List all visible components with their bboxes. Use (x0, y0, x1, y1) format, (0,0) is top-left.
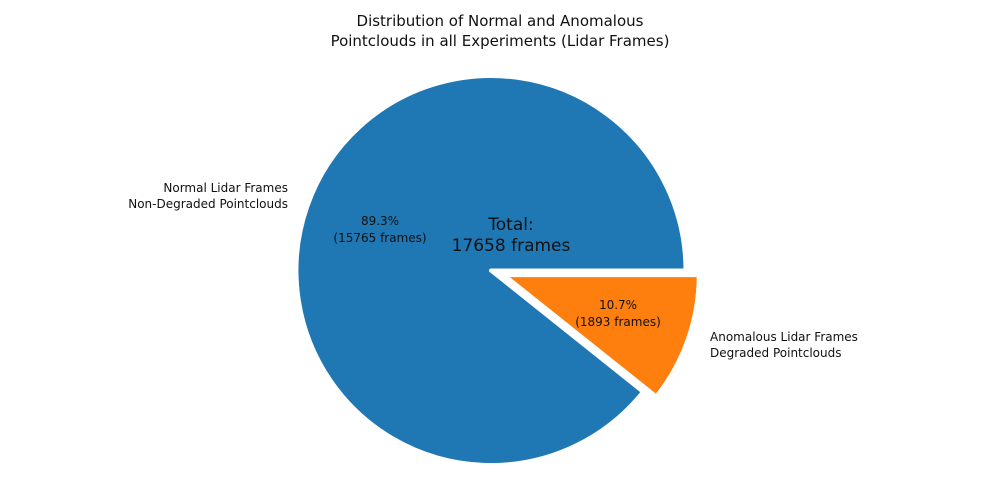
chart-title: Distribution of Normal and Anomalous Poi… (330, 12, 670, 50)
slice-label-anomalous: Anomalous Lidar Frames Degraded Pointclo… (710, 330, 858, 360)
slice-label-normal: Normal Lidar Frames Non-Degraded Pointcl… (128, 181, 288, 211)
pct-label-anomalous: 10.7% (1893 frames) (575, 298, 661, 329)
pie-slice-anomalous-lidar-frames (502, 273, 701, 399)
pct-label-normal: 89.3% (15765 frames) (333, 214, 427, 245)
pie-slice-normal-lidar-frames (294, 74, 688, 468)
total-annotation: Total: 17658 frames (451, 215, 571, 256)
